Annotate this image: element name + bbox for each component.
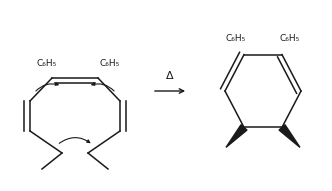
Polygon shape bbox=[226, 125, 247, 147]
Text: Δ: Δ bbox=[166, 71, 174, 81]
FancyArrowPatch shape bbox=[92, 83, 114, 91]
Polygon shape bbox=[279, 125, 300, 147]
FancyArrowPatch shape bbox=[59, 138, 90, 143]
Text: C₆H₅: C₆H₅ bbox=[100, 59, 120, 68]
Text: C₆H₅: C₆H₅ bbox=[226, 34, 246, 43]
Text: C₆H₅: C₆H₅ bbox=[280, 34, 300, 43]
Text: C₆H₅: C₆H₅ bbox=[37, 59, 57, 68]
FancyArrowPatch shape bbox=[36, 83, 58, 91]
